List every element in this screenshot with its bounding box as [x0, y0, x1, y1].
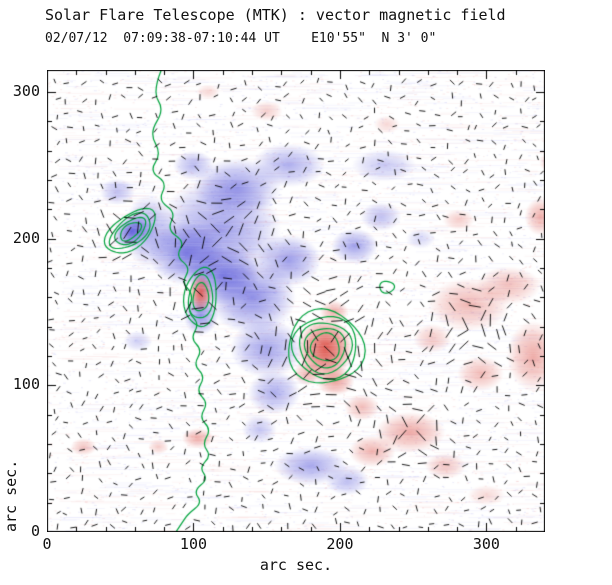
y-tick-label: 300: [12, 82, 40, 100]
x-tick-label: 300: [472, 535, 500, 553]
y-tick-label: 200: [12, 228, 40, 247]
x-axis-label: arc sec.: [259, 556, 333, 574]
x-tick-label: 0: [42, 535, 52, 553]
figure-title: Solar Flare Telescope (MTK) : vector mag…: [45, 6, 506, 24]
x-tick-label: 200: [326, 535, 354, 553]
magnetogram-plot-canvas: [47, 70, 545, 532]
y-axis-label: arc sec.: [2, 459, 20, 532]
figure-subtitle: 02/07/12 07:09:38-07:10:44 UT E10'55" N …: [45, 31, 437, 46]
x-tick-label: 100: [179, 535, 208, 553]
y-tick-label: 0: [30, 522, 40, 540]
y-tick-label: 100: [12, 375, 40, 394]
